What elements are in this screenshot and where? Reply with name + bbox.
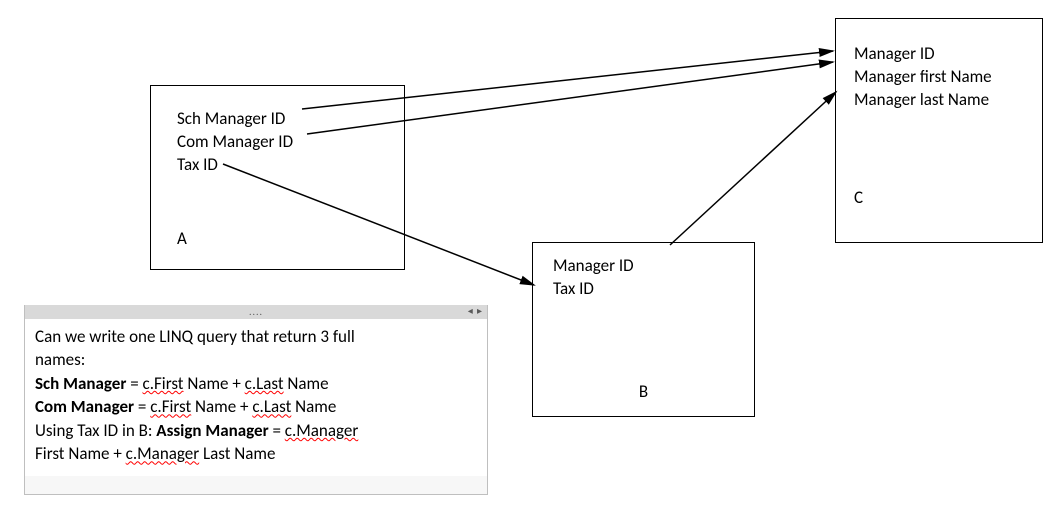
- box-a-label: A: [177, 228, 187, 251]
- note-line-4: Com Manager = c.First Name + c.Last Name: [35, 395, 477, 418]
- box-c-line-1: Manager ID: [854, 43, 1030, 66]
- box-a-line-2: Com Manager ID: [177, 131, 392, 154]
- box-c-line-2: Manager first Name: [854, 66, 1030, 89]
- note-line-5: Using Tax ID in B: Assign Manager = c.Ma…: [35, 419, 477, 442]
- box-a-line-1: Sch Manager ID: [177, 108, 392, 131]
- box-b-line-2: Tax ID: [553, 278, 742, 301]
- edge-b-manager-to-c: [670, 92, 836, 245]
- box-c-label: C: [854, 187, 863, 210]
- box-b: Manager ID Tax ID B: [532, 242, 755, 417]
- box-b-label: B: [533, 381, 754, 404]
- note-header-dots: ....: [249, 305, 263, 318]
- note-line-1: Can we write one LINQ query that return …: [35, 325, 477, 348]
- note-body: Can we write one LINQ query that return …: [25, 319, 487, 476]
- box-c-line-3: Manager last Name: [854, 89, 1030, 112]
- note-line-2: names:: [35, 348, 477, 371]
- note-panel: .... ◂ ▸ Can we write one LINQ query tha…: [24, 305, 488, 495]
- note-line-3: Sch Manager = c.First Name + c.Last Name: [35, 372, 477, 395]
- box-c: Manager ID Manager first Name Manager la…: [835, 18, 1043, 243]
- box-b-line-1: Manager ID: [553, 255, 742, 278]
- note-line-6: First Name + c.Manager Last Name: [35, 442, 477, 465]
- box-a: Sch Manager ID Com Manager ID Tax ID A: [150, 85, 405, 270]
- box-a-line-3: Tax ID: [177, 154, 392, 177]
- note-header-nav-icon: ◂ ▸: [468, 304, 483, 317]
- note-header: .... ◂ ▸: [25, 305, 487, 319]
